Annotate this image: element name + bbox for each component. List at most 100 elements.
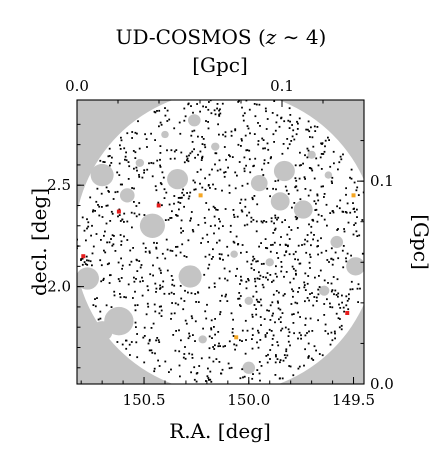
data-point bbox=[113, 290, 116, 293]
data-point bbox=[323, 279, 326, 282]
data-point bbox=[207, 184, 210, 187]
data-point bbox=[271, 281, 273, 283]
data-point bbox=[182, 356, 185, 359]
data-point bbox=[125, 159, 128, 162]
data-point bbox=[314, 209, 317, 211]
data-point bbox=[293, 332, 295, 335]
data-point bbox=[219, 168, 222, 171]
data-point bbox=[188, 335, 191, 338]
data-point bbox=[153, 241, 155, 244]
data-point bbox=[285, 251, 287, 253]
data-point bbox=[356, 186, 359, 189]
data-point bbox=[85, 255, 88, 258]
data-point bbox=[259, 379, 261, 382]
data-point bbox=[221, 368, 224, 371]
mask-region bbox=[91, 321, 113, 342]
data-point bbox=[247, 127, 250, 130]
data-point bbox=[291, 265, 294, 268]
data-point bbox=[179, 132, 182, 135]
data-point bbox=[272, 312, 274, 315]
data-point bbox=[331, 306, 334, 309]
data-point bbox=[257, 122, 259, 124]
data-point bbox=[191, 353, 194, 356]
data-point bbox=[287, 244, 289, 247]
data-point bbox=[284, 356, 287, 359]
data-point bbox=[214, 224, 216, 227]
mask-region bbox=[167, 168, 189, 190]
data-point bbox=[240, 251, 242, 254]
data-point bbox=[253, 195, 256, 197]
data-point bbox=[177, 201, 180, 204]
data-point bbox=[316, 194, 319, 197]
data-point bbox=[265, 247, 267, 249]
data-point bbox=[346, 299, 349, 302]
data-point bbox=[218, 361, 221, 363]
data-point bbox=[133, 187, 135, 190]
data-point bbox=[250, 216, 253, 219]
data-point bbox=[346, 252, 349, 255]
data-point bbox=[114, 191, 117, 194]
data-point bbox=[102, 277, 105, 280]
data-point bbox=[168, 292, 171, 295]
data-point bbox=[229, 224, 232, 227]
data-point bbox=[158, 305, 161, 308]
data-point bbox=[250, 263, 253, 266]
data-point bbox=[159, 288, 161, 290]
data-point bbox=[223, 146, 226, 148]
data-point bbox=[121, 267, 123, 270]
data-point bbox=[299, 198, 302, 201]
data-point bbox=[296, 217, 299, 219]
data-point bbox=[94, 305, 97, 308]
data-point bbox=[311, 169, 314, 172]
data-point bbox=[112, 198, 115, 200]
data-point bbox=[111, 234, 114, 237]
data-point bbox=[332, 276, 335, 278]
data-point bbox=[242, 376, 244, 379]
data-point bbox=[351, 288, 354, 291]
data-point bbox=[180, 339, 182, 342]
data-point bbox=[241, 244, 244, 246]
data-point bbox=[295, 133, 298, 136]
data-point bbox=[345, 257, 347, 260]
data-point bbox=[128, 343, 131, 346]
data-point bbox=[242, 114, 245, 117]
data-point bbox=[177, 197, 180, 199]
data-point bbox=[213, 109, 216, 112]
data-point bbox=[241, 368, 244, 371]
data-point bbox=[308, 355, 310, 357]
data-point bbox=[304, 289, 307, 291]
data-point bbox=[192, 230, 195, 233]
data-point bbox=[353, 210, 356, 213]
data-point bbox=[125, 151, 127, 154]
data-point bbox=[313, 296, 316, 298]
data-point bbox=[265, 221, 268, 223]
data-point bbox=[184, 346, 186, 348]
data-point bbox=[158, 267, 161, 270]
data-point bbox=[339, 155, 342, 158]
data-point bbox=[174, 302, 177, 305]
data-point bbox=[213, 215, 216, 218]
data-point bbox=[291, 313, 293, 316]
data-point bbox=[304, 300, 306, 303]
data-point bbox=[324, 323, 327, 326]
data-point bbox=[175, 330, 177, 332]
data-point bbox=[306, 297, 309, 299]
data-point bbox=[323, 196, 325, 198]
data-point bbox=[307, 342, 310, 345]
data-point bbox=[166, 269, 169, 272]
data-point bbox=[204, 146, 207, 149]
data-point bbox=[116, 190, 119, 193]
data-point bbox=[131, 226, 133, 229]
data-point bbox=[336, 205, 338, 208]
data-point bbox=[170, 312, 173, 315]
data-point bbox=[118, 214, 121, 216]
data-point bbox=[94, 298, 96, 300]
data-point bbox=[86, 218, 88, 221]
data-point bbox=[191, 229, 194, 231]
data-point bbox=[304, 317, 307, 320]
data-point bbox=[289, 114, 292, 116]
data-point bbox=[89, 260, 92, 263]
data-point bbox=[282, 359, 285, 362]
data-point bbox=[288, 331, 291, 334]
data-point bbox=[356, 208, 358, 211]
